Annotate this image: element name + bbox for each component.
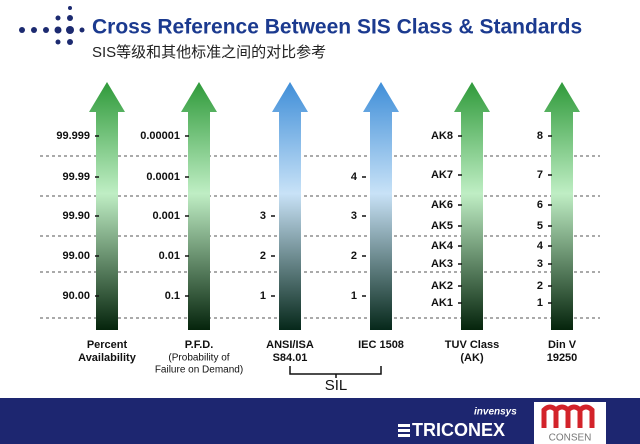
column-caption: (AK) — [460, 352, 484, 364]
level-label: 5 — [537, 220, 543, 232]
column-caption: IEC 1508 — [358, 339, 404, 351]
level-label: 7 — [537, 169, 543, 181]
level-label: 3 — [537, 258, 543, 270]
sil-bracket — [289, 366, 382, 375]
level-label: 6 — [537, 199, 543, 211]
level-label: 2 — [260, 250, 266, 262]
arrow — [454, 82, 490, 330]
subtitle: SIS等级和其他标准之间的对比参考 — [92, 43, 326, 61]
logo-dots — [19, 6, 85, 45]
level-label: AK7 — [431, 169, 453, 181]
level-label: 0.01 — [159, 250, 180, 262]
brand: TRICONEX — [412, 420, 505, 440]
level-label: 2 — [537, 280, 543, 292]
level-label: 0.00001 — [140, 130, 180, 142]
level-label: 4 — [537, 240, 544, 252]
column-caption: TUV Class — [445, 339, 499, 351]
title: Cross Reference Between SIS Class & Stan… — [92, 16, 582, 39]
level-label: AK4 — [431, 240, 454, 252]
level-label: 99.999 — [56, 130, 90, 142]
level-label: 1 — [260, 290, 266, 302]
level-label: 1 — [537, 297, 543, 309]
level-label: 90.00 — [62, 290, 90, 302]
level-label: 1 — [351, 290, 357, 302]
column-note: Failure on Demand) — [155, 365, 243, 376]
level-label: 99.99 — [62, 171, 90, 183]
arrow — [363, 82, 399, 330]
level-label: AK2 — [431, 280, 453, 292]
level-label: AK6 — [431, 199, 453, 211]
arrow — [89, 82, 125, 330]
column-note: (Probability of — [168, 353, 229, 364]
level-label: AK8 — [431, 130, 453, 142]
footer-band — [0, 398, 640, 444]
arrow — [272, 82, 308, 330]
level-label: 2 — [351, 250, 357, 262]
level-label: 4 — [351, 171, 358, 183]
partner-icon — [541, 404, 595, 428]
partner: CONSEN — [549, 433, 592, 444]
level-label: AK1 — [431, 297, 453, 309]
level-label: 99.90 — [62, 210, 90, 222]
level-label: AK5 — [431, 220, 453, 232]
brand-small: invensys — [474, 407, 517, 418]
level-label: 99.00 — [62, 250, 90, 262]
arrow — [544, 82, 580, 330]
level-label: 0.1 — [165, 290, 180, 302]
level-label: 3 — [260, 210, 266, 222]
level-label: 3 — [351, 210, 357, 222]
column-caption: P.F.D. — [185, 339, 214, 351]
column-caption: Percent — [87, 339, 128, 351]
column-caption: ANSI/ISA — [266, 339, 314, 351]
level-label: 8 — [537, 130, 543, 142]
group-label: SIL — [325, 377, 348, 394]
brand-icon — [398, 424, 410, 437]
dividers — [40, 155, 600, 319]
column-caption: S84.01 — [273, 352, 308, 364]
column-caption: Availability — [78, 352, 137, 364]
column-caption: Din V — [548, 339, 577, 351]
level-label: AK3 — [431, 258, 453, 270]
level-label: 0.0001 — [146, 171, 180, 183]
column-caption: 19250 — [547, 352, 578, 364]
arrow — [181, 82, 217, 330]
level-label: 0.001 — [152, 210, 180, 222]
